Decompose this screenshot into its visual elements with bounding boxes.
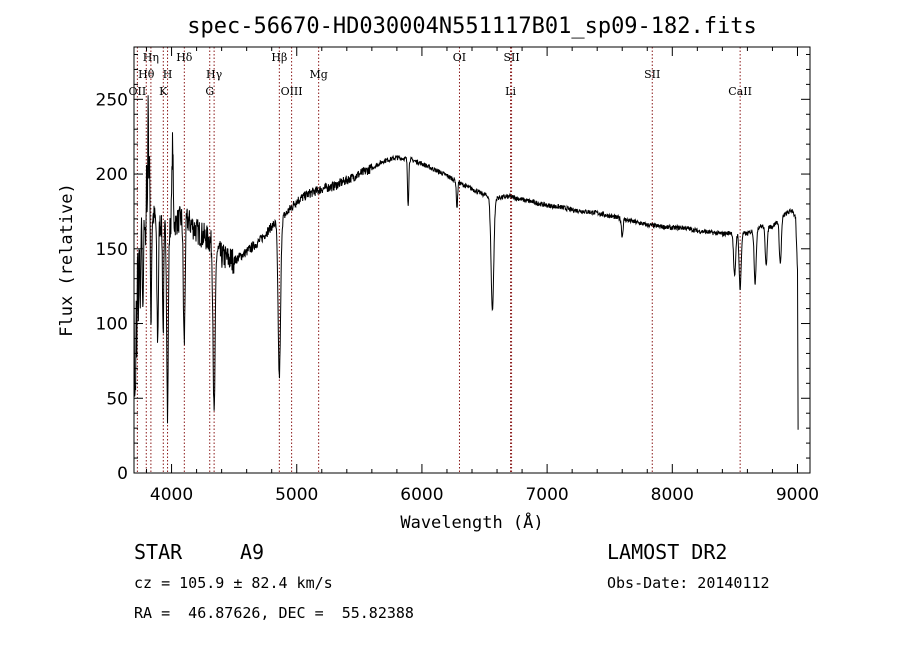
line-marker-label: Hη: [143, 51, 159, 64]
line-marker-label: SII: [503, 51, 519, 64]
x-tick-label: 8000: [651, 485, 694, 505]
line-marker-label: CaII: [728, 85, 752, 98]
line-marker-label: K: [159, 85, 168, 98]
chart-title: spec-56670-HD030004N551117B01_sp09-182.f…: [187, 14, 757, 39]
obs-date: Obs-Date: 20140112: [607, 574, 770, 592]
object-subclass: A9: [240, 540, 265, 564]
line-marker-label: OI: [453, 51, 466, 64]
line-marker-label: Hβ: [271, 51, 287, 64]
x-tick-label: 7000: [525, 485, 568, 505]
y-tick-label: 50: [106, 389, 128, 409]
spectrum-line: [133, 95, 799, 430]
x-tick-label: 9000: [776, 485, 819, 505]
x-tick-label: 4000: [150, 485, 193, 505]
line-marker-label: H: [163, 68, 173, 81]
x-axis-label: Wavelength (Å): [400, 511, 543, 533]
redshift-readout: cz = 105.9 ± 82.4 km/s: [134, 574, 333, 592]
y-tick-label: 250: [96, 90, 128, 110]
y-tick-label: 200: [96, 165, 128, 185]
y-tick-label: 150: [96, 240, 128, 260]
line-marker-label: OIII: [281, 85, 303, 98]
line-markers: OII Hθ Hη HK Hδ Hγ G Hβ OIII Mg OI SII Li SII CaII: [129, 47, 752, 473]
line-marker-label: Mg: [309, 68, 327, 81]
line-marker-label: G: [205, 85, 214, 98]
x-tick-label: 5000: [275, 485, 318, 505]
survey-name: LAMOST DR2: [607, 540, 728, 564]
coordinates: RA = 46.87626, DEC = 55.82388: [134, 604, 414, 622]
y-axis-label: Flux (relative): [57, 183, 77, 337]
line-marker-label: Li: [505, 85, 516, 98]
axis-ticks: 4000 5000 6000 7000 8000 9000 0 50 100 150 200 250: [96, 47, 819, 505]
line-marker-label: SII: [644, 68, 660, 81]
y-tick-label: 100: [96, 315, 128, 335]
y-tick-label: 0: [117, 464, 128, 484]
line-marker-label: Hθ: [138, 68, 155, 81]
line-marker-label: Hδ: [176, 51, 193, 64]
line-marker-label: OII: [129, 85, 147, 98]
x-tick-label: 6000: [400, 485, 443, 505]
line-marker-label: Hγ: [206, 68, 223, 81]
object-class: STAR: [134, 540, 183, 564]
